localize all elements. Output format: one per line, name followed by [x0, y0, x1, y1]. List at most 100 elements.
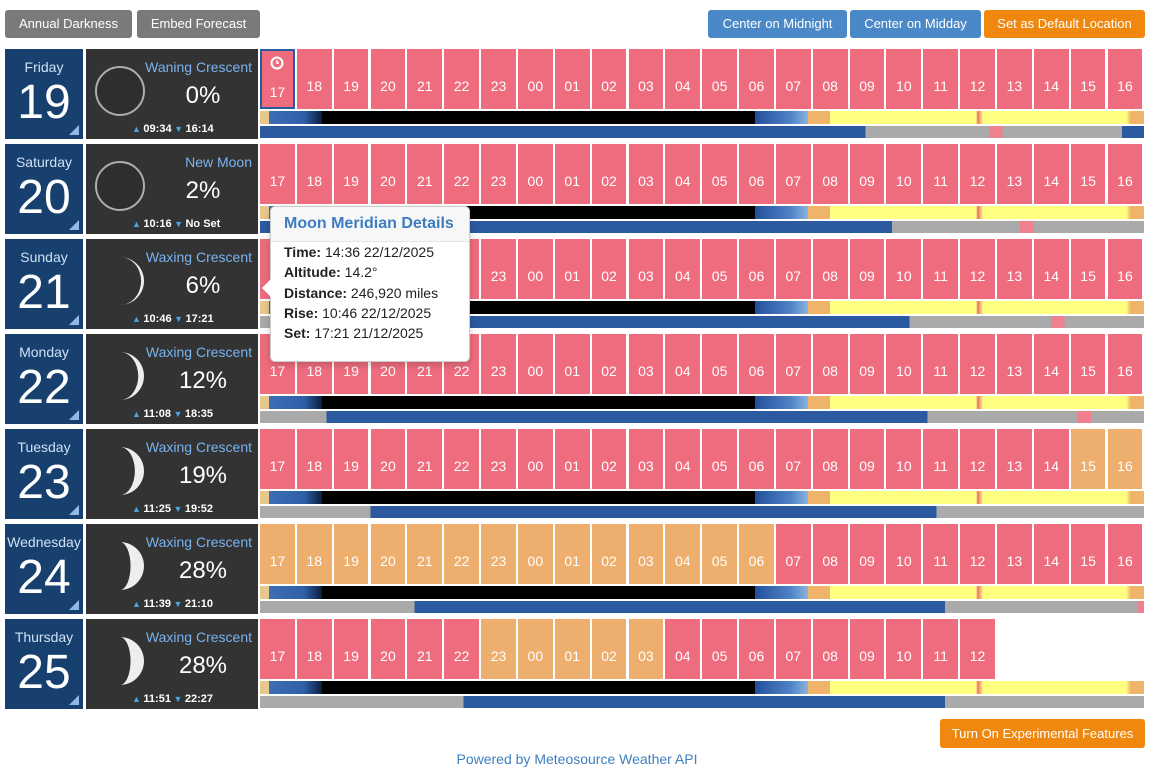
hour-cell[interactable]: 16 — [1107, 144, 1143, 204]
hour-cell[interactable]: 05 — [702, 619, 737, 679]
hour-cell[interactable]: 03 — [628, 334, 664, 394]
hour-cell[interactable]: 23 — [481, 144, 516, 204]
hour-cell[interactable]: 07 — [775, 524, 811, 584]
hour-cell[interactable]: 22 — [444, 619, 480, 679]
hour-cell[interactable]: 15 — [1070, 524, 1106, 584]
hour-cell[interactable]: 18 — [296, 144, 332, 204]
hour-cell[interactable]: 21 — [407, 619, 443, 679]
hour-cell[interactable]: 20 — [370, 429, 406, 489]
hour-cell[interactable]: 20 — [370, 524, 406, 584]
hour-cell[interactable]: 10 — [886, 239, 922, 299]
hour-cell[interactable]: 14 — [1033, 334, 1069, 394]
hour-cell[interactable]: 05 — [702, 334, 737, 394]
hour-cell[interactable]: 01 — [554, 144, 590, 204]
hour-cell[interactable]: 10 — [886, 619, 922, 679]
hour-cell[interactable]: 04 — [665, 619, 701, 679]
hour-cell[interactable]: 05 — [702, 524, 737, 584]
hour-cell[interactable]: 07 — [775, 239, 811, 299]
hour-cell[interactable]: 04 — [665, 239, 701, 299]
hour-cell[interactable]: 01 — [554, 239, 590, 299]
hour-cell[interactable]: 12 — [960, 49, 995, 109]
hour-cell[interactable]: 09 — [849, 144, 885, 204]
hour-cell[interactable]: 00 — [517, 524, 553, 584]
hour-cell[interactable]: 11 — [923, 239, 959, 299]
hour-cell[interactable]: 09 — [849, 619, 885, 679]
hour-cell[interactable]: 14 — [1033, 144, 1069, 204]
hour-cell[interactable]: 12 — [960, 619, 995, 679]
hour-cell[interactable]: 16 — [1107, 524, 1143, 584]
hour-cell[interactable]: 16 — [1107, 239, 1143, 299]
hour-cell[interactable]: 17 — [260, 144, 295, 204]
hour-cell[interactable]: 12 — [960, 429, 995, 489]
hour-cell[interactable]: 15 — [1070, 334, 1106, 394]
hour-cell[interactable]: 06 — [739, 334, 774, 394]
hour-cell[interactable]: 11 — [923, 524, 959, 584]
hour-cell[interactable]: 21 — [407, 49, 443, 109]
hour-cell[interactable]: 05 — [702, 144, 737, 204]
hour-cell[interactable]: 14 — [1033, 239, 1069, 299]
hour-cell[interactable]: 04 — [665, 429, 701, 489]
toolbar-button[interactable]: Center on Midday — [850, 10, 981, 38]
hour-cell[interactable]: 11 — [923, 619, 959, 679]
hour-cell[interactable]: 02 — [591, 49, 627, 109]
hour-cell[interactable]: 06 — [739, 524, 774, 584]
hour-cell[interactable]: 02 — [591, 144, 627, 204]
hour-cell[interactable]: 11 — [923, 144, 959, 204]
toolbar-button[interactable]: Annual Darkness — [5, 10, 132, 38]
hour-cell[interactable]: 06 — [739, 239, 774, 299]
hour-cell[interactable]: 11 — [923, 49, 959, 109]
hour-cell[interactable]: 11 — [923, 334, 959, 394]
hour-cell[interactable]: 07 — [775, 429, 811, 489]
hour-cell[interactable]: 03 — [628, 239, 664, 299]
hour-cell[interactable]: 08 — [812, 144, 848, 204]
hour-cell[interactable]: 15 — [1070, 429, 1106, 489]
hour-cell[interactable]: 13 — [997, 429, 1032, 489]
hour-cell[interactable]: 10 — [886, 144, 922, 204]
toolbar-button[interactable]: Embed Forecast — [137, 10, 260, 38]
hour-cell[interactable]: 03 — [628, 619, 664, 679]
hour-cell[interactable]: 14 — [1033, 49, 1069, 109]
hour-cell[interactable]: 23 — [481, 239, 516, 299]
hour-cell[interactable]: 00 — [517, 429, 553, 489]
toolbar-button[interactable]: Set as Default Location — [984, 10, 1145, 38]
credit-link[interactable]: Powered by Meteosource Weather API — [456, 751, 698, 767]
hour-cell[interactable]: 10 — [886, 49, 922, 109]
hour-cell[interactable]: 05 — [702, 429, 737, 489]
hour-cell[interactable]: 01 — [554, 334, 590, 394]
hour-cell[interactable]: 03 — [628, 524, 664, 584]
hour-cell[interactable]: 15 — [1070, 239, 1106, 299]
hour-cell[interactable]: 08 — [812, 524, 848, 584]
hour-cell[interactable]: 01 — [554, 429, 590, 489]
hour-cell[interactable]: 09 — [849, 429, 885, 489]
hour-cell[interactable]: 19 — [333, 49, 369, 109]
hour-cell[interactable]: 10 — [886, 429, 922, 489]
hour-cell[interactable]: 19 — [333, 619, 369, 679]
hour-cell[interactable]: 02 — [591, 619, 627, 679]
hour-cell[interactable]: 13 — [997, 334, 1032, 394]
hour-cell[interactable]: 02 — [591, 429, 627, 489]
hour-cell[interactable]: 16 — [1107, 334, 1143, 394]
hour-cell[interactable]: 18 — [296, 524, 332, 584]
hour-cell[interactable]: 08 — [812, 334, 848, 394]
hour-cell[interactable]: 10 — [886, 524, 922, 584]
hour-cell[interactable]: 14 — [1033, 429, 1069, 489]
hour-cell[interactable]: 13 — [997, 144, 1032, 204]
hour-cell[interactable]: 19 — [333, 144, 369, 204]
hour-cell[interactable]: 17 — [260, 49, 295, 109]
hour-cell[interactable]: 17 — [260, 334, 295, 394]
hour-cell[interactable]: 02 — [591, 334, 627, 394]
hour-cell[interactable]: 23 — [481, 429, 516, 489]
hour-cell[interactable]: 08 — [812, 239, 848, 299]
hour-cell[interactable]: 08 — [812, 429, 848, 489]
hour-cell[interactable]: 18 — [296, 429, 332, 489]
hour-cell[interactable]: 07 — [775, 144, 811, 204]
hour-cell[interactable]: 16 — [1107, 429, 1143, 489]
hour-cell[interactable]: 11 — [923, 429, 959, 489]
hour-cell[interactable]: 10 — [886, 334, 922, 394]
hour-cell[interactable]: 05 — [702, 239, 737, 299]
hour-cell[interactable]: 00 — [517, 239, 553, 299]
hour-cell[interactable]: 00 — [517, 144, 553, 204]
hour-cell[interactable]: 23 — [481, 524, 516, 584]
hour-cell[interactable]: 18 — [296, 619, 332, 679]
hour-cell[interactable]: 17 — [260, 619, 295, 679]
